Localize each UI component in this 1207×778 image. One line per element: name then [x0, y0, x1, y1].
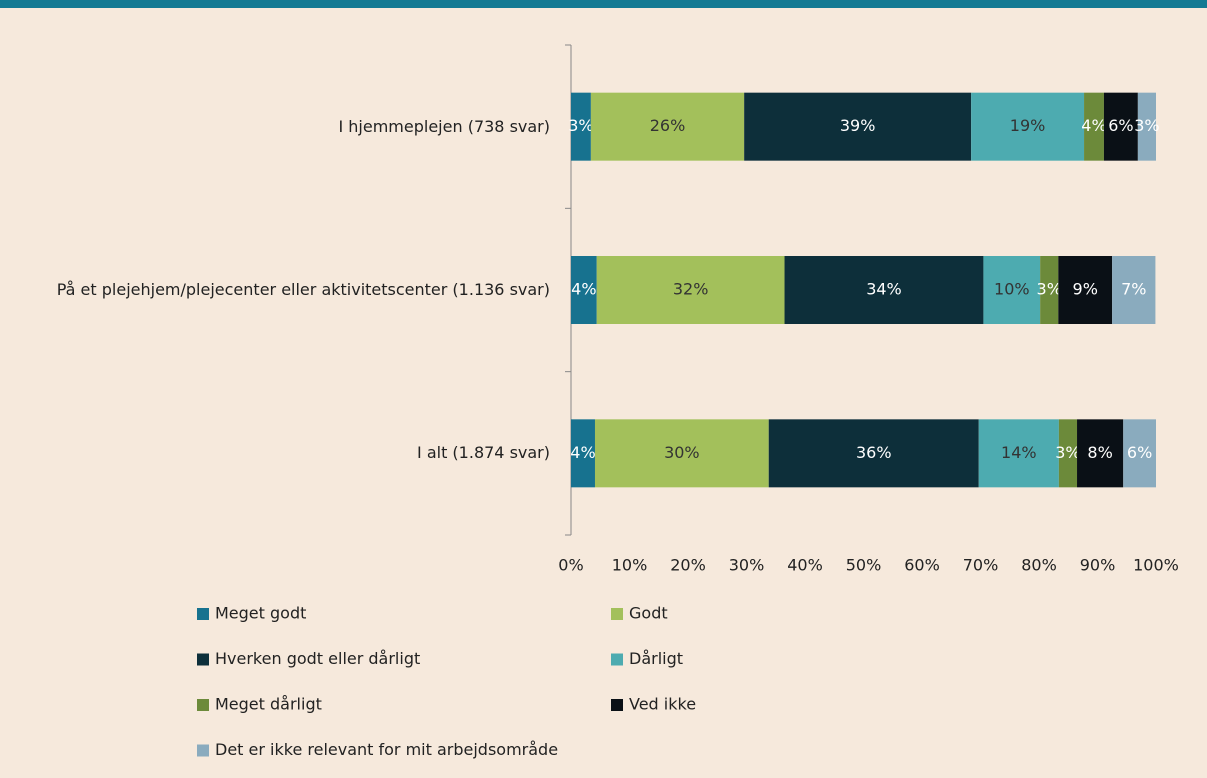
bar-segment: [1077, 419, 1124, 488]
bar-segment: [768, 419, 979, 488]
data-label: 10%: [994, 280, 1030, 299]
legend-swatch: [197, 608, 209, 620]
bar-segment: [784, 256, 984, 324]
data-label: 36%: [856, 443, 892, 462]
x-tick-label: 10%: [612, 556, 648, 575]
data-label: 6%: [1127, 443, 1152, 462]
legend-swatch: [611, 653, 623, 666]
bar-segment: [1058, 256, 1113, 324]
category-label: På et plejehjem/plejecenter eller aktivi…: [10, 250, 550, 330]
data-label: 3%: [1134, 116, 1159, 135]
bar-segment: [1137, 92, 1156, 161]
x-tick-label: 40%: [787, 556, 823, 575]
legend-swatch: [197, 744, 209, 757]
x-tick-label: 0%: [558, 556, 583, 575]
bar-segment: [1084, 92, 1104, 161]
x-tick-label: 20%: [670, 556, 706, 575]
data-label: 3%: [1037, 280, 1062, 299]
category-text: På et plejehjem/plejecenter eller aktivi…: [56, 280, 550, 299]
data-label: 34%: [866, 280, 902, 299]
bar-segment: [1040, 256, 1059, 324]
data-label: 30%: [664, 443, 700, 462]
data-label: 4%: [571, 280, 596, 299]
bar-segment: [590, 92, 745, 161]
data-label: 9%: [1073, 280, 1098, 299]
bar-segment: [571, 419, 595, 488]
bar-segment: [571, 92, 591, 161]
legend-label: Ved ikke: [629, 695, 696, 714]
data-label: 4%: [570, 443, 595, 462]
legend-label: Hverken godt eller dårligt: [215, 649, 420, 668]
data-label: 4%: [1081, 116, 1106, 135]
bar-segment: [596, 256, 785, 324]
category-text: I hjemmeplejen (738 svar): [338, 116, 550, 136]
legend-label: Det er ikke relevant for mit arbejdsområ…: [215, 740, 558, 759]
data-label: 7%: [1121, 280, 1146, 299]
bar-segment: [1103, 92, 1138, 161]
top-bar: [0, 0, 1207, 8]
legend-label: Godt: [629, 604, 668, 623]
legend-swatch: [197, 653, 209, 666]
data-label: 3%: [1055, 443, 1080, 462]
legend-swatch: [611, 608, 623, 620]
data-label: 8%: [1087, 443, 1112, 462]
bar-segment: [978, 419, 1059, 488]
legend-swatch: [611, 699, 623, 711]
legend-label: Meget godt: [215, 604, 306, 623]
category-label: I alt (1.874 svar): [10, 413, 550, 493]
x-tick-label: 50%: [846, 556, 882, 575]
data-label: 3%: [568, 116, 593, 135]
data-label: 14%: [1001, 443, 1037, 462]
category-label: I hjemmeplejen (738 svar): [10, 87, 550, 167]
bar-segment: [983, 256, 1041, 324]
bar-segment: [971, 92, 1085, 161]
legend-swatch: [197, 699, 209, 711]
bar-segment: [1058, 419, 1078, 488]
x-tick-label: 60%: [904, 556, 940, 575]
x-tick-label: 90%: [1080, 556, 1116, 575]
data-label: 26%: [650, 116, 686, 135]
bar-segment: [594, 419, 769, 488]
bar-segment: [571, 256, 597, 324]
data-label: 39%: [840, 116, 876, 135]
bar-segment: [1112, 256, 1156, 324]
x-tick-label: 30%: [729, 556, 765, 575]
x-tick-label: 70%: [963, 556, 999, 575]
x-tick-label: 100%: [1133, 556, 1179, 575]
x-tick-label: 80%: [1021, 556, 1057, 575]
legend-label: Dårligt: [629, 649, 683, 668]
bar-segment: [744, 92, 972, 161]
data-label: 6%: [1108, 116, 1133, 135]
legend-label: Meget dårligt: [215, 695, 322, 714]
category-text: I alt (1.874 svar): [417, 443, 550, 463]
bar-segment: [1123, 419, 1156, 488]
data-label: 19%: [1010, 116, 1046, 135]
data-label: 32%: [673, 280, 709, 299]
